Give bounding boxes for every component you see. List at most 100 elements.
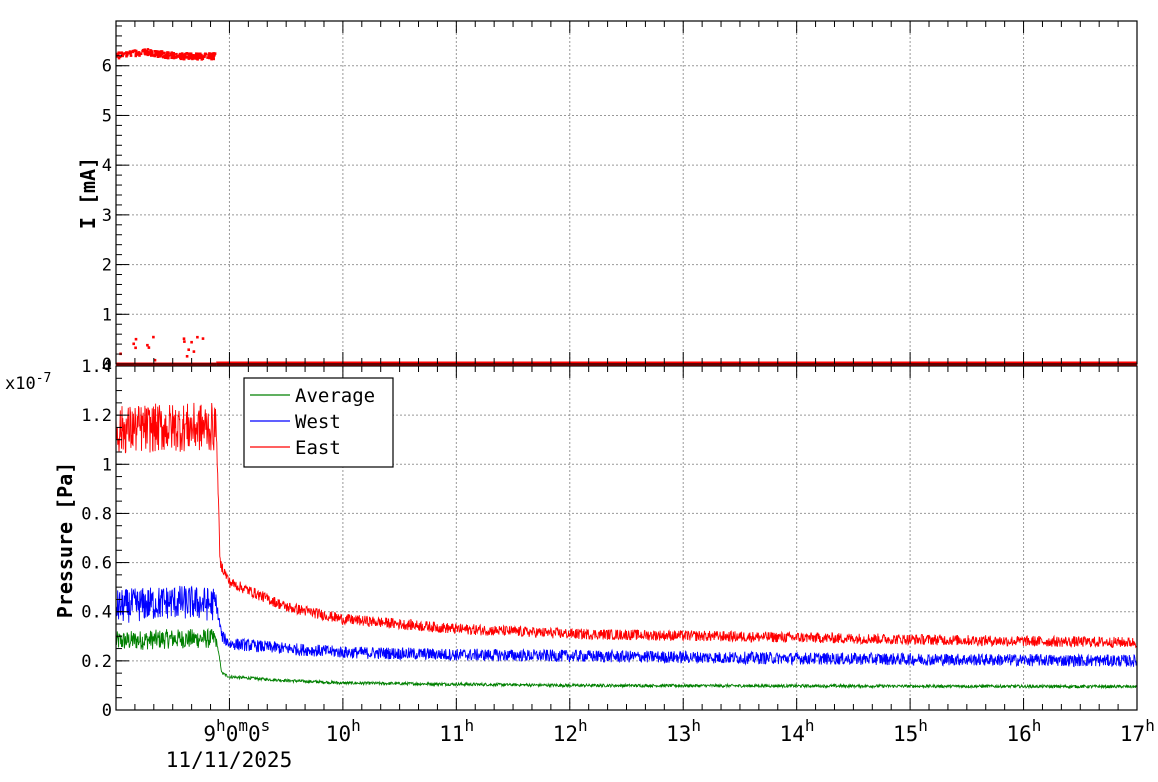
time-tick-label: 14h	[780, 716, 815, 746]
current-point	[121, 52, 124, 56]
current-point	[129, 50, 133, 54]
current-point	[143, 49, 146, 52]
current-point	[208, 53, 211, 57]
current-point	[185, 355, 189, 358]
current-point	[172, 56, 176, 59]
time-tick-label: 11h	[439, 716, 474, 746]
bottom-y-tick-label: 1	[102, 455, 112, 475]
current-point	[133, 49, 137, 53]
current-point	[200, 53, 203, 57]
current-point	[151, 52, 154, 56]
time-tick-label: 12h	[553, 716, 588, 746]
current-point	[153, 54, 157, 58]
current-point	[194, 53, 198, 57]
current-point	[160, 50, 164, 53]
top-y-tick-label: 4	[102, 156, 112, 176]
current-point	[139, 52, 142, 56]
current-point	[161, 55, 165, 59]
labels-layer: I [mA] Pressure [Pa] x10-7 11/11/2025 01…	[5, 57, 1155, 772]
current-point	[121, 54, 124, 57]
current-point	[182, 57, 186, 61]
current-point	[166, 51, 169, 54]
current-point	[146, 48, 150, 51]
current-point	[131, 49, 135, 53]
current-point	[147, 346, 151, 349]
legend-label-east: East	[295, 437, 341, 459]
date-label: 11/11/2025	[166, 748, 292, 772]
time-tick-label: 13h	[666, 716, 701, 746]
bottom-y-tick-label: 0.4	[81, 603, 112, 623]
current-point	[180, 53, 183, 56]
current-point	[170, 51, 174, 55]
current-point	[152, 335, 155, 339]
current-point	[117, 56, 121, 60]
current-point	[157, 50, 160, 53]
current-point	[189, 52, 192, 55]
legend: Average West East	[243, 377, 394, 468]
current-point	[170, 56, 173, 59]
top-y-tick-label: 5	[102, 106, 112, 126]
current-point	[146, 343, 149, 347]
current-point	[178, 54, 182, 57]
current-point	[182, 337, 186, 340]
current-point	[208, 52, 211, 55]
current-point	[198, 54, 202, 58]
current-point	[126, 51, 130, 54]
bottom-y-tick-label: 1.2	[81, 406, 112, 426]
current-point	[166, 52, 169, 56]
top-plot-frame	[115, 20, 1138, 365]
current-point	[167, 56, 170, 60]
current-point	[157, 52, 161, 55]
current-point	[183, 340, 186, 343]
time-tick-label: 15h	[893, 716, 928, 746]
current-point	[201, 55, 204, 58]
current-point	[179, 57, 183, 61]
time-tick-label: 17h	[1120, 716, 1155, 746]
axes-layer	[115, 20, 1138, 711]
top-y-tick-label: 2	[102, 256, 112, 276]
bottom-y-tick-label: 0.8	[81, 504, 112, 524]
current-point	[187, 56, 191, 60]
current-point	[200, 58, 204, 61]
current-points	[116, 48, 1137, 367]
current-point	[187, 52, 190, 56]
current-point	[153, 358, 157, 362]
current-point	[149, 49, 152, 52]
bottom-y-tick-label: 0	[102, 701, 112, 721]
time-tick-label: 9h0m0s	[203, 716, 270, 746]
current-point	[137, 51, 141, 54]
current-point	[195, 57, 198, 60]
current-point	[172, 52, 175, 55]
current-point	[165, 54, 169, 57]
bottom-y-tick-label: 0.6	[81, 554, 112, 574]
current-point	[178, 52, 182, 56]
current-point	[201, 337, 205, 340]
current-point	[150, 54, 153, 57]
bottom-y-tick-label: 1.4	[81, 357, 112, 377]
current-point	[135, 53, 138, 56]
current-point	[192, 55, 196, 58]
current-point	[153, 53, 157, 56]
time-tick-label: 16h	[1007, 716, 1042, 746]
current-point	[160, 53, 163, 57]
current-point	[149, 52, 153, 55]
current-point	[203, 55, 206, 59]
current-point	[125, 53, 129, 57]
legend-box	[243, 377, 394, 468]
current-point	[129, 54, 133, 57]
current-point	[184, 52, 187, 56]
current-point	[206, 56, 209, 59]
top-y-tick-label: 6	[102, 57, 112, 77]
current-point	[209, 52, 213, 56]
current-point	[144, 51, 148, 54]
current-point	[203, 53, 207, 57]
current-point	[182, 56, 186, 59]
current-point	[134, 337, 138, 341]
current-point	[120, 51, 123, 54]
series-average-line	[115, 627, 1138, 690]
current-point	[174, 56, 178, 59]
top-y-tick-label: 1	[102, 305, 112, 325]
current-point	[163, 51, 166, 55]
current-point	[134, 346, 137, 350]
